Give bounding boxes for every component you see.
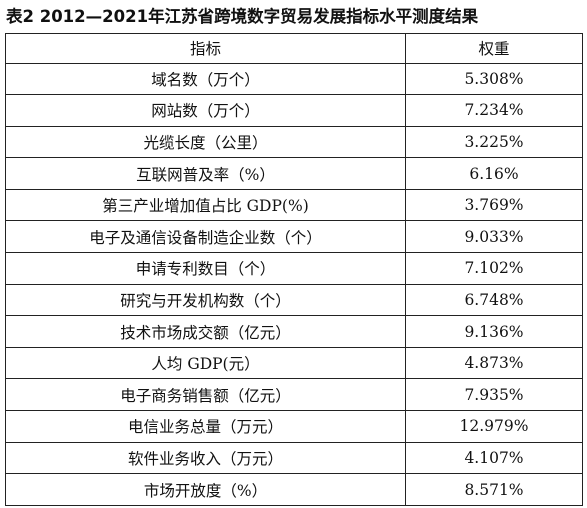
table-body: 域名数（万个） 5.308% 网站数（万个） 7.234% 光缆长度（公里） 3.225%… — [5, 62, 583, 506]
header-weight: 权重 — [405, 33, 583, 64]
table-row: 电子及通信设备制造企业数（个） 9.033% — [5, 220, 583, 254]
indicator-cell: 网站数（万个） — [5, 94, 406, 127]
weight-cell: 7.234% — [405, 94, 583, 127]
weight-cell: 4.107% — [405, 441, 583, 475]
weight-cell: 7.935% — [405, 378, 583, 412]
weight-cell: 5.308% — [405, 62, 583, 96]
table-row: 电子商务销售额（亿元） 7.935% — [5, 378, 583, 412]
table-row: 申请专利数目（个） 7.102% — [5, 252, 583, 285]
table-header-row: 指标 权重 — [5, 33, 583, 64]
table-row: 技术市场成交额（亿元） 9.136% — [5, 315, 583, 348]
indicator-cell: 电子商务销售额（亿元） — [5, 378, 406, 412]
table-row: 人均 GDP(元） 4.873% — [5, 346, 583, 380]
indicator-cell: 技术市场成交额（亿元） — [5, 315, 406, 348]
table-row: 互联网普及率（%） 6.16% — [5, 157, 583, 190]
table-row: 研究与开发机构数（个） 6.748% — [5, 283, 583, 317]
table-title: 表2 2012—2021年江苏省跨境数字贸易发展指标水平测度结果 — [6, 7, 479, 26]
indicator-cell: 人均 GDP(元） — [5, 346, 406, 380]
indicator-cell: 市场开放度（%） — [5, 473, 406, 506]
weight-cell: 6.16% — [405, 157, 583, 190]
indicator-cell: 软件业务收入（万元） — [5, 441, 406, 475]
indicator-cell: 光缆长度（公里） — [5, 125, 406, 159]
weight-cell: 8.571% — [405, 473, 583, 506]
header-indicator: 指标 — [5, 33, 406, 64]
indicator-cell: 互联网普及率（%） — [5, 157, 406, 190]
weight-cell: 12.979% — [405, 410, 583, 443]
weight-cell: 6.748% — [405, 283, 583, 317]
indicator-cell: 申请专利数目（个） — [5, 252, 406, 285]
table-row: 网站数（万个） 7.234% — [5, 94, 583, 127]
weight-cell: 4.873% — [405, 346, 583, 380]
weight-cell: 7.102% — [405, 252, 583, 285]
weight-cell: 9.136% — [405, 315, 583, 348]
weight-cell: 3.769% — [405, 188, 583, 222]
table-row: 第三产业增加值占比 GDP(%) 3.769% — [5, 188, 583, 222]
indicator-cell: 第三产业增加值占比 GDP(%) — [5, 188, 406, 222]
weight-cell: 3.225% — [405, 125, 583, 159]
table-row: 市场开放度（%） 8.571% — [5, 473, 583, 506]
table-row: 软件业务收入（万元） 4.107% — [5, 441, 583, 475]
indicator-cell: 电子及通信设备制造企业数（个） — [5, 220, 406, 254]
table-row: 光缆长度（公里） 3.225% — [5, 125, 583, 159]
table-row: 域名数（万个） 5.308% — [5, 62, 583, 96]
table-row: 电信业务总量（万元） 12.979% — [5, 410, 583, 443]
indicator-cell: 电信业务总量（万元） — [5, 410, 406, 443]
weight-cell: 9.033% — [405, 220, 583, 254]
indicator-cell: 研究与开发机构数（个） — [5, 283, 406, 317]
indicator-weight-table: 指标 权重 域名数（万个） 5.308% 网站数（万个） 7.234% 光缆长度（公里）… — [5, 33, 583, 506]
indicator-cell: 域名数（万个） — [5, 62, 406, 96]
